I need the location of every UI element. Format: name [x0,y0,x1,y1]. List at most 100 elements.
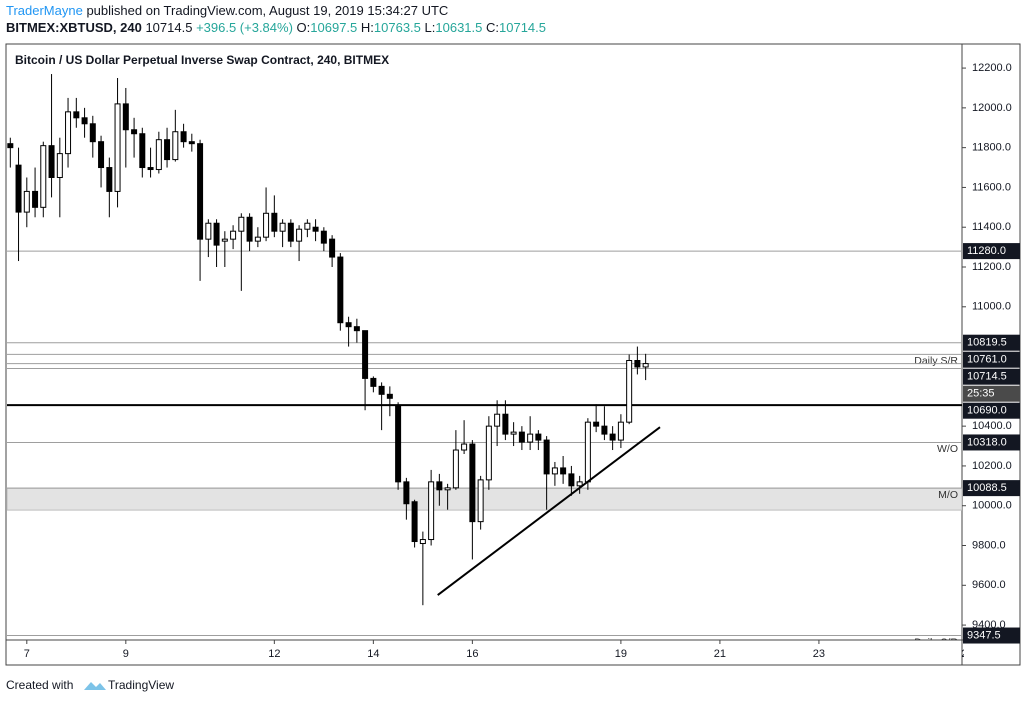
candle-body [32,190,39,208]
candle-body [568,473,575,487]
candle-body [609,433,616,441]
candle-body [287,222,294,242]
y-tick-label: 10200.0 [972,460,1012,472]
symbol: BITMEX:XBTUSD, 240 [6,20,142,35]
price-tag-label: 10690.0 [967,405,1007,417]
candle-body [601,425,608,435]
candle-body [56,153,63,178]
ohlc-label: O: [297,20,311,35]
ohlc-value: 10714.5 [499,20,546,35]
y-tick-label: 11400.0 [972,221,1011,233]
candle-body [122,103,129,131]
candle-body [89,123,96,143]
candle-body [98,141,105,169]
candle-body [477,479,484,523]
candle-body [551,467,558,475]
candle-body [197,143,204,240]
zone [7,487,962,511]
y-tick-label: 9600.0 [972,579,1006,591]
price-tag [963,351,1020,368]
price-tag [963,434,1020,451]
y-tick-label: 11800.0 [972,142,1011,154]
candle-body [510,431,517,435]
candle-body [436,481,443,491]
x-tick-label: 7 [24,648,30,660]
price-tag [963,334,1020,351]
candle-body [411,501,418,543]
candle-body [320,230,327,244]
price-tag [963,243,1020,260]
published: published on TradingView.com, August 19,… [86,3,448,18]
chart-title: Bitcoin / US Dollar Perpetual Inverse Sw… [15,53,389,67]
candle-body [213,222,220,246]
y-axis: 12200.0 12000.0 11800.0 11600.0 11400.0 11200… [962,62,1020,644]
candle-body [461,443,468,451]
price-tag-label: 10761.0 [967,354,1007,366]
candle-body [279,222,286,232]
x-tick-label: 19 [615,648,627,660]
candle-body [485,425,492,481]
x-tick-label: 26 [961,648,973,660]
logo [84,682,106,690]
candle-body [263,212,270,238]
candle-body [353,326,360,332]
x-tick-label: 14 [367,648,379,660]
candle-body [535,433,542,441]
footer-text: Created with [6,678,73,692]
candle-body [452,449,459,489]
publish-line: TraderMayne published on TradingView.com… [6,3,448,18]
candle-body [428,481,435,541]
candle-body [502,413,509,435]
candle-body [106,167,113,192]
candle-body [40,145,47,208]
candle-body [560,467,567,475]
candle-body [543,439,550,475]
level-annotation: Daily S/R [914,355,958,367]
pane: Daily S/R W/O M/O Daily S/R [7,74,962,640]
y-tick-label: 10000.0 [972,500,1012,512]
y-tick-label: 11200.0 [972,261,1011,273]
candle-body [312,226,319,232]
candle-body [403,481,410,505]
candle-body [246,216,253,242]
candle-body [296,228,303,242]
candle-body [23,190,30,213]
y-tick-label: 12200.0 [972,62,1012,74]
candle-body [188,141,195,145]
candle-body [271,212,278,232]
candle-body [180,131,187,143]
candle-body [48,145,55,178]
ohlc-label: H: [361,20,374,35]
price-tag-label: 10088.5 [967,482,1007,494]
candle-body [386,393,393,399]
candle-body [584,421,591,483]
price-tag [963,385,1020,402]
candle-body [73,111,80,119]
price-tag-label: 25:35 [967,388,995,400]
price: 10714.5 [145,20,192,35]
ohlc-value: 10763.5 [374,20,421,35]
symbol-line: BITMEX:XBTUSD, 240 10714.5 +396.5 (+3.84… [6,20,546,35]
ohlc-label: C: [486,20,499,35]
candle-body [469,443,476,523]
x-tick-label: 9 [123,648,129,660]
candle-body [147,167,154,171]
candle-body [114,103,121,192]
candle-body [81,117,88,125]
y-tick-label: 12000.0 [972,102,1012,114]
candle-body [65,111,72,155]
trendline [437,426,661,596]
candle-body [642,363,649,368]
y-tick-label: 11600.0 [972,181,1011,193]
y-tick-label: 11000.0 [972,301,1011,313]
x-tick-label: 12 [268,648,280,660]
candle-body [370,377,377,387]
candle-body [576,481,583,487]
x-tick-label: 23 [813,648,825,660]
author: TraderMayne [6,3,83,18]
candle-body [15,164,22,213]
candle-body [444,487,451,491]
price-tag-label: 10819.5 [967,337,1007,349]
candle-body [254,236,261,242]
footer-brand[interactable]: TradingView [108,678,174,692]
